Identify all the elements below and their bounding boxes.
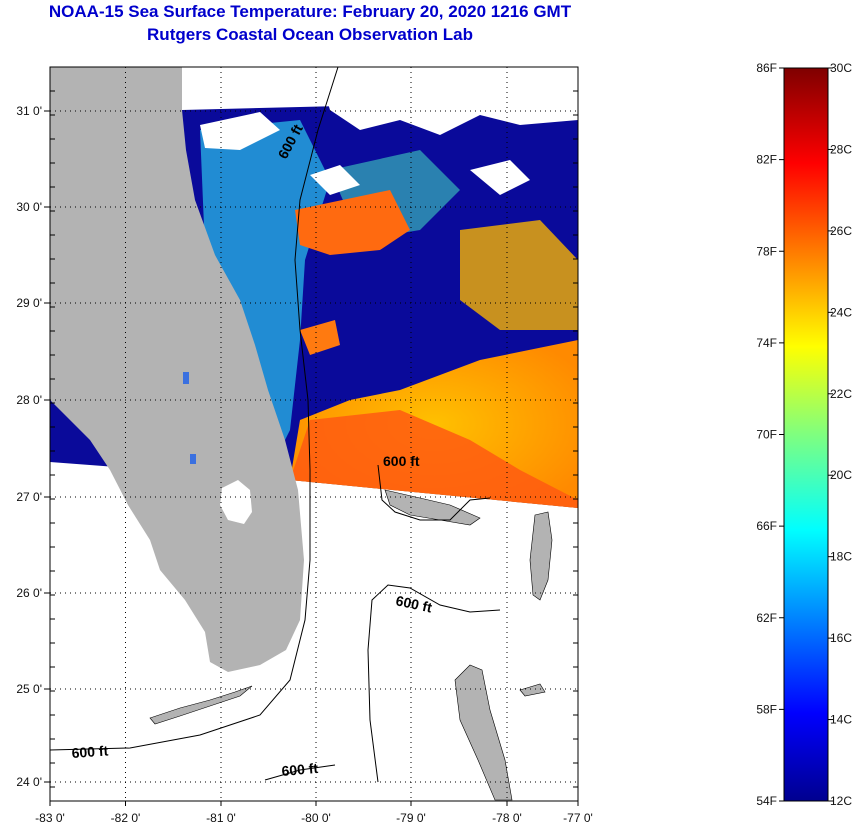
lat-tick-label: 25 0' — [16, 682, 42, 696]
celsius-label: 22C — [830, 387, 852, 401]
grand-bahama — [384, 489, 481, 526]
lon-tick-label: -80 0' — [301, 811, 331, 825]
fahrenheit-label: 62F — [756, 611, 777, 625]
celsius-label: 24C — [830, 305, 852, 319]
cloud-3 — [470, 160, 530, 195]
map-subtitle: Rutgers Coastal Ocean Observation Lab — [147, 25, 473, 44]
florida-keys — [149, 685, 253, 725]
map-title: NOAA-15 Sea Surface Temperature: Februar… — [48, 2, 572, 21]
depth-contour-south — [264, 764, 336, 781]
lon-tick-label: -82 0' — [111, 811, 141, 825]
celsius-label: 26C — [830, 224, 852, 238]
celsius-label: 28C — [830, 142, 852, 156]
color-bar — [783, 67, 829, 802]
lat-tick-label: 31 0' — [16, 104, 42, 118]
lon-tick-label: -83 0' — [35, 811, 65, 825]
lon-tick-label: -78 0' — [492, 811, 522, 825]
depth-contour-channel — [367, 584, 501, 783]
lake-okeechobee — [220, 480, 252, 524]
fahrenheit-label: 70F — [756, 428, 777, 442]
contour-label: 600 ft — [383, 453, 420, 469]
celsius-label: 16C — [830, 631, 852, 645]
fahrenheit-label: 82F — [756, 153, 777, 167]
gulf-stream-core — [290, 410, 578, 508]
lon-tick-label: -77 0' — [563, 811, 593, 825]
lon-tick-label: -79 0' — [396, 811, 426, 825]
contour-label: 600 ft — [71, 742, 109, 761]
fahrenheit-label: 66F — [756, 519, 777, 533]
lat-tick-label: 30 0' — [16, 200, 42, 214]
latitude-axis: 31 0' 30 0' 29 0' 28 0' 27 0' 26 0' 25 0' 24 0' — [16, 104, 50, 789]
celsius-label: 30C — [830, 61, 852, 75]
celsius-label: 18C — [830, 550, 852, 564]
lat-tick-label: 27 0' — [16, 490, 42, 504]
contour-label: 600 ft — [281, 760, 319, 779]
inland-lake — [190, 454, 196, 464]
warm-patch-east — [460, 220, 578, 330]
fahrenheit-label: 54F — [756, 794, 777, 808]
lon-tick-label: -81 0' — [206, 811, 236, 825]
map-content — [50, 67, 578, 801]
lat-tick-label: 28 0' — [16, 393, 42, 407]
lat-tick-label: 29 0' — [16, 296, 42, 310]
inland-lake — [183, 372, 189, 384]
fahrenheit-label: 58F — [756, 702, 777, 716]
cloud-2 — [310, 165, 360, 195]
color-bar-fahrenheit-scale: 86F 82F 78F 74F 70F 66F 62F 58F 54F — [756, 61, 784, 808]
longitude-axis: -83 0' -82 0' -81 0' -80 0' -79 0' -78 0' -77 … — [35, 801, 593, 825]
graticule — [50, 66, 578, 801]
depth-contour-bahama — [377, 464, 491, 521]
map-border — [49, 66, 579, 802]
berry-islands — [519, 683, 546, 697]
abaco-island — [529, 511, 553, 601]
celsius-label: 14C — [830, 713, 852, 727]
celsius-label: 20C — [830, 468, 852, 482]
fahrenheit-label: 78F — [756, 244, 777, 258]
warm-patch-north — [295, 190, 410, 255]
color-bar-celsius-scale: 30C 28C 26C 24C 22C 20C 18C 16C 14C 12C — [828, 61, 852, 808]
celsius-label: 12C — [830, 794, 852, 808]
fahrenheit-label: 86F — [756, 61, 777, 75]
depth-contour-florida — [50, 67, 339, 751]
cloud-1 — [200, 112, 280, 150]
fahrenheit-label: 74F — [756, 336, 777, 350]
cloud-top — [318, 67, 578, 135]
contour-label: 600 ft — [394, 592, 433, 615]
lat-tick-label: 26 0' — [16, 586, 42, 600]
lat-tick-label: 24 0' — [16, 775, 42, 789]
andros-island — [454, 664, 513, 801]
warm-patch-small — [300, 320, 340, 355]
